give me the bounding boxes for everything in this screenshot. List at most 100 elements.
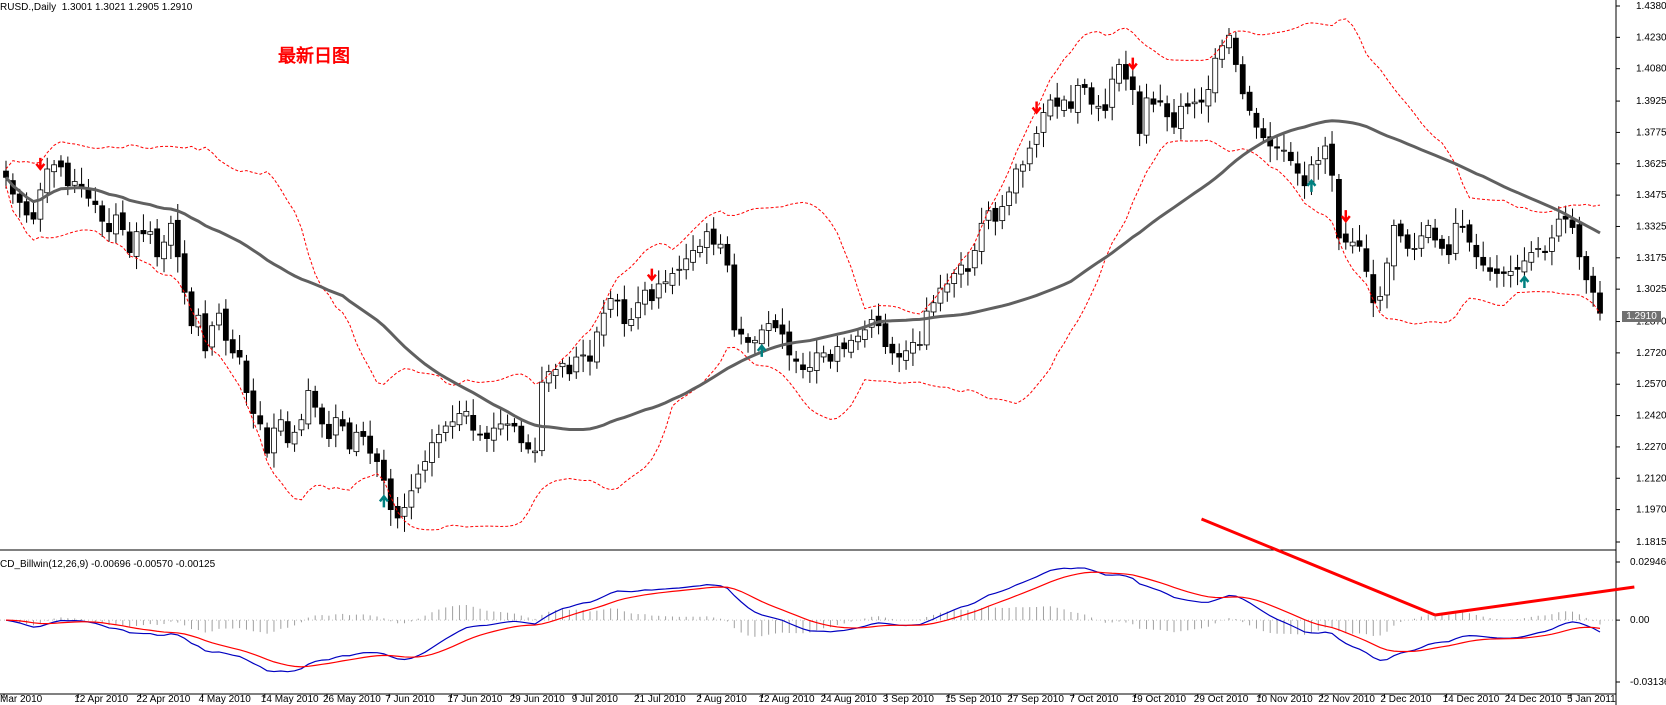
candle-body <box>380 459 387 481</box>
candle-body <box>167 222 174 246</box>
candle-body <box>779 324 786 335</box>
candle-body <box>415 473 422 489</box>
candle-body <box>1590 275 1597 293</box>
candle-body <box>1026 147 1033 165</box>
candle-body <box>374 453 380 462</box>
candle-body <box>30 212 37 220</box>
indicator-label: CD_Billwin(12,26,9) -0.00696 -0.00570 -0… <box>0 559 216 570</box>
time-tick-label: 9 Jul 2010 <box>572 694 619 705</box>
candle-body <box>353 431 360 453</box>
candle-body <box>119 212 126 230</box>
candle-body <box>422 461 429 471</box>
candle-body <box>1576 224 1583 258</box>
candle-body <box>44 168 51 194</box>
candle-body <box>1226 34 1232 49</box>
candle-body <box>1109 78 1116 108</box>
candle-body <box>628 319 635 326</box>
candle-body <box>1068 101 1074 109</box>
price-tick-label: 1.3325 <box>1636 221 1666 232</box>
price-tick-label: 1.2270 <box>1636 442 1666 453</box>
candle-body <box>1521 260 1528 273</box>
candle-body <box>71 181 78 186</box>
candle-body <box>1555 218 1562 237</box>
price-tick-label: 1.4230 <box>1636 32 1666 43</box>
candle-body <box>1164 103 1171 118</box>
candle-body <box>518 425 525 444</box>
candle-body <box>1095 105 1102 109</box>
candle-body <box>1191 101 1198 105</box>
candle-body <box>1150 98 1157 105</box>
candle-body <box>23 201 30 216</box>
candle-body <box>1294 163 1301 174</box>
candle-body <box>1507 270 1514 276</box>
candle-body <box>1494 268 1500 274</box>
candle-body <box>1219 45 1226 60</box>
candle-body <box>772 320 779 329</box>
candle-body <box>126 231 133 253</box>
signal-arrow-down <box>35 157 46 171</box>
time-tick-label: 10 Nov 2010 <box>1256 694 1313 705</box>
candle-body <box>1274 146 1280 149</box>
candle-body <box>910 342 916 354</box>
candle-body <box>298 419 305 431</box>
candle-body <box>944 283 951 293</box>
candle-body <box>1528 252 1535 263</box>
candle-body <box>202 313 209 352</box>
candle-body <box>490 427 497 441</box>
candle-body <box>1061 99 1067 111</box>
candle-body <box>1116 64 1122 84</box>
candle-body <box>552 369 559 377</box>
price-tick-label: 1.2120 <box>1636 473 1666 484</box>
candle-body <box>903 350 909 361</box>
candle-body <box>1102 104 1109 111</box>
candle-body <box>999 206 1006 222</box>
candle-body <box>222 308 229 341</box>
candle-body <box>1123 64 1129 80</box>
divergence-line-up <box>1434 585 1635 617</box>
candle-body <box>635 302 642 319</box>
candle-body <box>401 507 408 517</box>
candle-body <box>291 431 298 445</box>
candle-body <box>1445 244 1452 256</box>
candle-body <box>1212 57 1219 94</box>
candle-body <box>800 364 806 371</box>
candle-body <box>525 442 532 450</box>
price-tick-label: 1.1970 <box>1636 505 1666 516</box>
candle-body <box>1466 224 1473 243</box>
candle-body <box>655 283 662 299</box>
candle-body <box>813 352 820 371</box>
candle-body <box>1177 105 1184 129</box>
price-tick-label: 1.2720 <box>1636 348 1666 359</box>
candle-body <box>408 490 415 508</box>
candle-body <box>367 435 374 454</box>
candle-body <box>916 344 923 346</box>
candle-body <box>532 450 538 454</box>
candle-body <box>1287 151 1294 162</box>
candle-body <box>1411 248 1418 250</box>
candle-body <box>848 339 854 353</box>
candle-body <box>113 214 119 235</box>
bollinger-upper <box>5 18 1601 386</box>
candle-body <box>841 342 848 350</box>
signal-arrow-down <box>646 268 657 282</box>
candle-body <box>593 331 600 363</box>
candle-body <box>387 478 394 511</box>
candle-body <box>92 200 99 205</box>
candle-body <box>676 268 683 271</box>
candle-body <box>1019 164 1026 172</box>
candle-body <box>806 367 813 372</box>
candle-body <box>188 291 195 327</box>
candle-body <box>1157 100 1164 103</box>
candle-body <box>181 253 188 293</box>
candle-body <box>1040 112 1047 133</box>
price-tick-label: 1.4380 <box>1636 1 1666 12</box>
candle-body <box>1459 225 1466 228</box>
candle-body <box>435 433 442 444</box>
candle-body <box>1452 222 1459 254</box>
time-tick-label: 2 Dec 2010 <box>1380 694 1432 705</box>
candle-body <box>477 433 483 436</box>
candle-body <box>106 223 112 233</box>
candle-body <box>1425 225 1432 238</box>
candle-body <box>1322 145 1329 160</box>
candle-body <box>1356 240 1363 247</box>
